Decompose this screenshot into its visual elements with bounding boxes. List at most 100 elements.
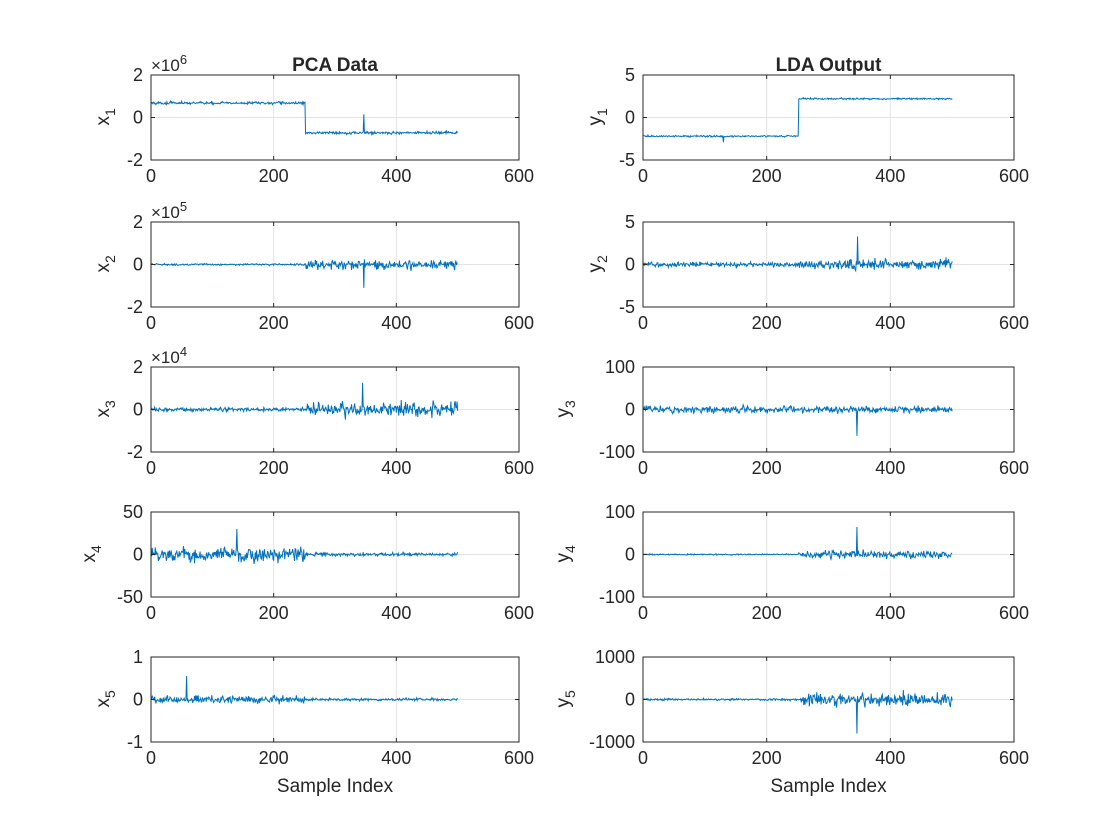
x-tick-label: 200: [752, 313, 782, 333]
y-axis-label: y1: [585, 108, 610, 126]
y-tick-label: -5: [619, 297, 635, 317]
x-tick-label: 600: [999, 313, 1029, 333]
y-tick-label: -2: [127, 297, 143, 317]
x-tick-label: 200: [259, 313, 289, 333]
x-tick-label: 400: [381, 748, 411, 768]
y-tick-label: 0: [133, 108, 143, 128]
y-tick-label: -100: [599, 587, 635, 607]
x-tick-label: 600: [504, 166, 534, 186]
y-tick-label: 0: [133, 400, 143, 420]
axis-exponent: ×104: [151, 344, 187, 367]
x-tick-label: 0: [638, 458, 648, 478]
x-tick-label: 600: [999, 458, 1029, 478]
y-tick-label: 5: [625, 65, 635, 85]
y-tick-label: -2: [127, 442, 143, 462]
y-tick-label: 1: [133, 647, 143, 667]
y-tick-label: -5: [619, 150, 635, 170]
x-tick-label: 600: [999, 603, 1029, 623]
x-tick-label: 400: [381, 313, 411, 333]
series-line: [643, 689, 953, 734]
y-tick-label: 0: [625, 690, 635, 710]
x-tick-label: 400: [381, 166, 411, 186]
x-tick-label: 0: [638, 313, 648, 333]
x-tick-label: 600: [999, 166, 1029, 186]
y-axis-label: y3: [553, 400, 578, 418]
y-axis-label: y4: [553, 545, 578, 563]
y-tick-label: 2: [133, 212, 143, 232]
subplot-title: LDA Output: [776, 55, 883, 76]
x-tick-label: 200: [752, 603, 782, 623]
x-tick-label: 200: [752, 748, 782, 768]
x-tick-label: 200: [259, 748, 289, 768]
axis-exponent: ×106: [151, 52, 187, 75]
series-line: [151, 259, 458, 288]
y-tick-label: 0: [133, 690, 143, 710]
x-tick-label: 0: [638, 748, 648, 768]
y-axis-label: x5: [93, 690, 118, 708]
x-tick-label: 0: [146, 313, 156, 333]
y-tick-label: 2: [133, 357, 143, 377]
y-tick-label: -1000: [589, 732, 635, 752]
series-line: [151, 676, 459, 705]
y-axis-label: x2: [93, 255, 118, 273]
y-tick-label: -1: [127, 732, 143, 752]
y-axis-label: y2: [585, 255, 610, 273]
x-tick-label: 400: [381, 458, 411, 478]
subplot-title: PCA Data: [292, 55, 378, 76]
y-tick-label: 50: [123, 502, 143, 522]
y-axis-label: x1: [93, 108, 118, 126]
x-tick-label: 200: [752, 166, 782, 186]
y-tick-label: 0: [625, 108, 635, 128]
x-tick-label: 0: [146, 603, 156, 623]
y-tick-label: 1000: [595, 647, 635, 667]
x-axis-label: Sample Index: [770, 776, 887, 797]
x-tick-label: 200: [259, 458, 289, 478]
y-tick-label: 0: [133, 255, 143, 275]
series-line: [643, 236, 953, 273]
x-tick-label: 400: [875, 313, 905, 333]
x-tick-label: 0: [146, 166, 156, 186]
y-tick-label: 0: [133, 545, 143, 565]
axis-exponent: ×105: [151, 199, 187, 222]
x-tick-label: 400: [875, 603, 905, 623]
y-tick-label: 0: [625, 545, 635, 565]
x-tick-label: 0: [638, 166, 648, 186]
x-tick-label: 600: [504, 603, 534, 623]
y-tick-label: 5: [625, 212, 635, 232]
y-axis-label: x3: [93, 400, 118, 418]
y-tick-label: 0: [625, 400, 635, 420]
x-tick-label: 200: [752, 458, 782, 478]
x-tick-label: 200: [259, 166, 289, 186]
x-tick-label: 0: [638, 603, 648, 623]
series-line: [643, 526, 953, 562]
x-tick-label: 600: [999, 748, 1029, 768]
x-tick-label: 600: [504, 458, 534, 478]
series-line: [151, 382, 459, 420]
y-tick-label: 0: [625, 255, 635, 275]
y-tick-label: -50: [117, 587, 143, 607]
y-axis-label: x4: [79, 545, 104, 563]
series-line: [151, 99, 459, 137]
y-tick-label: 2: [133, 65, 143, 85]
x-tick-label: 400: [875, 458, 905, 478]
y-tick-label: 100: [605, 502, 635, 522]
x-tick-label: 600: [504, 313, 534, 333]
y-tick-label: -2: [127, 150, 143, 170]
x-tick-label: 400: [381, 603, 411, 623]
y-tick-label: -100: [599, 442, 635, 462]
series-line: [151, 528, 459, 564]
x-tick-label: 0: [146, 748, 156, 768]
x-axis-label: Sample Index: [277, 776, 394, 797]
x-tick-label: 400: [875, 748, 905, 768]
